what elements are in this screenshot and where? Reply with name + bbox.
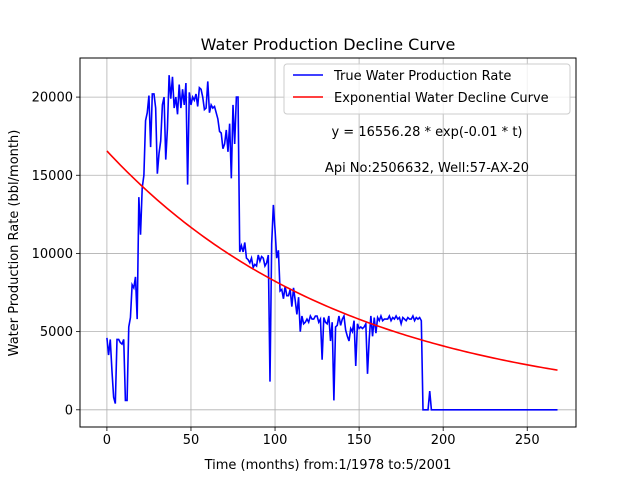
y-tick-label: 15000 bbox=[32, 169, 73, 184]
y-tick-label: 0 bbox=[65, 403, 73, 418]
y-tick-label: 20000 bbox=[32, 91, 73, 106]
x-tick-label: 150 bbox=[347, 433, 372, 448]
equation-annotation: y = 16556.28 * exp(-0.01 * t) bbox=[331, 125, 522, 140]
legend: True Water Production Rate Exponential W… bbox=[283, 63, 571, 115]
x-axis-label: Time (months) from:1/1978 to:5/2001 bbox=[204, 458, 452, 473]
y-tick-label: 10000 bbox=[32, 247, 73, 262]
series-layer bbox=[106, 75, 558, 411]
y-axis-label: Water Production Rate (bbl/month) bbox=[7, 130, 22, 357]
x-tick-label: 50 bbox=[183, 433, 200, 448]
x-tick-label: 250 bbox=[515, 433, 540, 448]
legend-label-true: True Water Production Rate bbox=[333, 69, 511, 84]
exponential-decline-line bbox=[106, 150, 558, 371]
axis-ticks: 0 50 100 150 200 250 0 5000 10000 15000 20000 bbox=[32, 91, 540, 448]
legend-label-decline: Exponential Water Decline Curve bbox=[334, 91, 549, 106]
chart-title: Water Production Decline Curve bbox=[201, 35, 456, 54]
y-tick-label: 5000 bbox=[40, 325, 73, 340]
well-annotation: Api No:2506632, Well:57-AX-20 bbox=[325, 161, 529, 176]
true-water-production-line bbox=[106, 75, 558, 411]
x-tick-label: 0 bbox=[103, 433, 111, 448]
x-tick-label: 200 bbox=[431, 433, 456, 448]
x-tick-label: 100 bbox=[263, 433, 288, 448]
legend-box bbox=[283, 63, 571, 115]
plot-frame bbox=[79, 57, 577, 428]
